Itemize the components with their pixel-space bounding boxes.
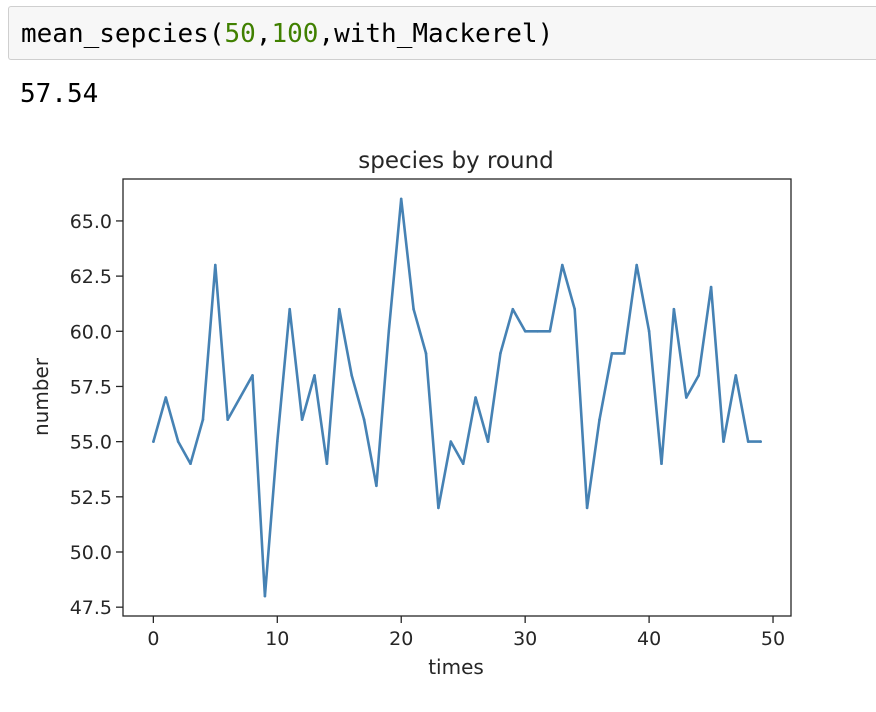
x-tick-label: 20 <box>389 628 413 650</box>
y-tick-label: 57.5 <box>70 376 112 398</box>
data-point <box>672 307 676 311</box>
close-paren: ) <box>537 19 554 49</box>
data-point <box>189 462 192 466</box>
series-line <box>152 197 762 598</box>
data-points <box>152 197 762 598</box>
y-tick-label: 65.0 <box>70 211 112 233</box>
data-point <box>623 352 626 355</box>
arg-number-2: 100 <box>271 19 319 49</box>
data-point <box>635 263 638 267</box>
data-point <box>152 440 155 443</box>
arg-variable: with_Mackerel <box>334 19 538 49</box>
data-point <box>362 418 366 421</box>
code-cell[interactable]: mean_sepcies(50,100,with_Mackerel) <box>8 6 876 60</box>
data-point <box>660 462 663 466</box>
data-point <box>722 440 725 443</box>
x-axis: 0 10 20 30 40 50 <box>147 616 785 650</box>
data-point <box>486 440 490 443</box>
data-point <box>759 440 762 443</box>
y-axis: 47.5 50.0 52.5 55.0 57.5 60.0 62.5 65.0 <box>70 211 123 619</box>
data-point <box>313 374 316 377</box>
x-tick-label: 40 <box>637 628 661 650</box>
y-tick-label: 47.5 <box>70 597 112 619</box>
x-tick-label: 10 <box>265 628 289 650</box>
data-point <box>338 307 341 311</box>
data-point <box>499 352 502 355</box>
data-point <box>536 330 539 333</box>
x-tick-label: 50 <box>761 628 785 650</box>
data-point <box>399 197 403 201</box>
x-tick-label: 0 <box>147 628 159 650</box>
data-point <box>263 594 267 598</box>
data-point <box>251 374 254 377</box>
y-tick-label: 52.5 <box>70 487 112 509</box>
data-point <box>164 396 168 399</box>
data-point <box>276 440 279 443</box>
data-point <box>573 307 576 311</box>
data-point <box>511 307 515 311</box>
y-axis-label: number <box>29 357 53 436</box>
open-paren: ( <box>208 19 225 49</box>
x-tick-label: 30 <box>513 628 537 650</box>
code-line[interactable]: mean_sepcies(50,100,with_Mackerel) <box>21 18 553 50</box>
data-point <box>201 418 205 421</box>
data-point <box>238 396 242 399</box>
data-point <box>375 484 378 488</box>
data-point <box>709 285 713 289</box>
data-point <box>387 330 391 333</box>
y-tick-label: 60.0 <box>70 321 112 343</box>
y-tick-label: 55.0 <box>70 432 112 454</box>
data-point <box>461 462 465 466</box>
data-point <box>598 418 601 421</box>
data-point <box>685 396 688 399</box>
data-point <box>474 396 477 399</box>
comma-2: , <box>318 19 335 49</box>
data-point <box>647 330 651 333</box>
line-chart: species by round 0 10 20 30 40 50 47.5 50.0 52.… <box>29 148 792 679</box>
data-point <box>350 374 354 377</box>
data-point <box>300 418 304 421</box>
comma-1: , <box>255 19 272 49</box>
data-point <box>449 440 453 443</box>
function-name: mean_sepcies <box>21 19 209 49</box>
chart-frame <box>122 178 792 617</box>
data-point <box>585 506 589 510</box>
data-point <box>734 374 738 377</box>
arg-number-1: 50 <box>224 19 256 49</box>
data-point <box>746 440 750 443</box>
y-tick-label: 62.5 <box>70 266 112 288</box>
data-point <box>437 506 440 510</box>
data-point <box>226 418 229 421</box>
output-result: 57.54 <box>20 79 99 109</box>
data-point <box>523 330 527 333</box>
y-tick-label: 50.0 <box>70 542 112 564</box>
data-point <box>561 263 564 267</box>
data-point <box>424 352 428 355</box>
data-point <box>214 263 217 267</box>
data-point <box>412 307 415 311</box>
data-point <box>548 330 552 333</box>
data-point <box>176 440 180 443</box>
data-point <box>288 307 292 311</box>
x-axis-label: times <box>428 655 484 679</box>
chart-title: species by round <box>358 148 554 174</box>
data-point <box>697 374 700 377</box>
data-point <box>325 462 329 466</box>
data-point <box>610 352 614 355</box>
